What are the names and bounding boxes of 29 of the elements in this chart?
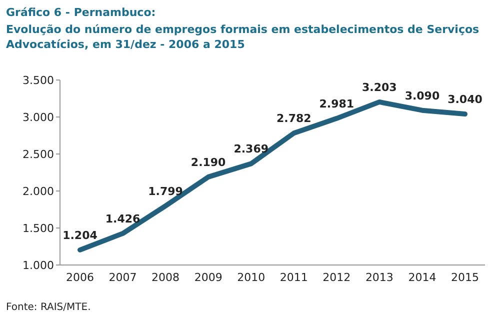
y-tick-label: 1.000 <box>22 259 54 272</box>
y-tick-label: 3.500 <box>22 74 54 87</box>
x-tick-label: 2007 <box>108 271 137 284</box>
text: 2.981 <box>319 97 354 110</box>
x-tick-label: 2006 <box>66 271 94 284</box>
text: 3.040 <box>448 93 482 106</box>
text: 1.204 <box>62 228 98 242</box>
x-tick-label: 2013 <box>365 271 394 284</box>
text: 1.799 <box>148 184 183 198</box>
chart-title: Gráfico 6 - Pernambuco: <box>6 6 156 19</box>
text: 2.369 <box>234 142 269 156</box>
text: 1.426 <box>105 212 140 226</box>
source-note: Fonte: RAIS/MTE. <box>6 302 91 313</box>
x-tick-label: 2012 <box>322 271 351 284</box>
x-tick-label: 2008 <box>152 271 180 284</box>
x-tick-label: 2015 <box>451 271 479 284</box>
x-tick-label: 2010 <box>237 271 266 284</box>
text: 3.203 <box>362 80 397 94</box>
text: 2.190 <box>190 156 226 169</box>
x-tick-label: 2014 <box>408 271 436 284</box>
y-tick-label: 2.500 <box>22 148 54 161</box>
x-tick-label: 2011 <box>280 271 308 284</box>
x-tick-label: 2009 <box>194 271 222 284</box>
y-tick-label: 2.000 <box>22 185 54 198</box>
y-tick-label: 1.500 <box>22 222 54 235</box>
text: 2.782 <box>276 112 312 126</box>
text: 3.090 <box>404 89 440 102</box>
chart-subtitle: Evolução do número de empregos formais em estabelecimentos de Serviços Advocatícios, em 31/dez - 2006 a 2015 <box>6 23 480 51</box>
y-tick-label: 3.000 <box>22 111 54 124</box>
